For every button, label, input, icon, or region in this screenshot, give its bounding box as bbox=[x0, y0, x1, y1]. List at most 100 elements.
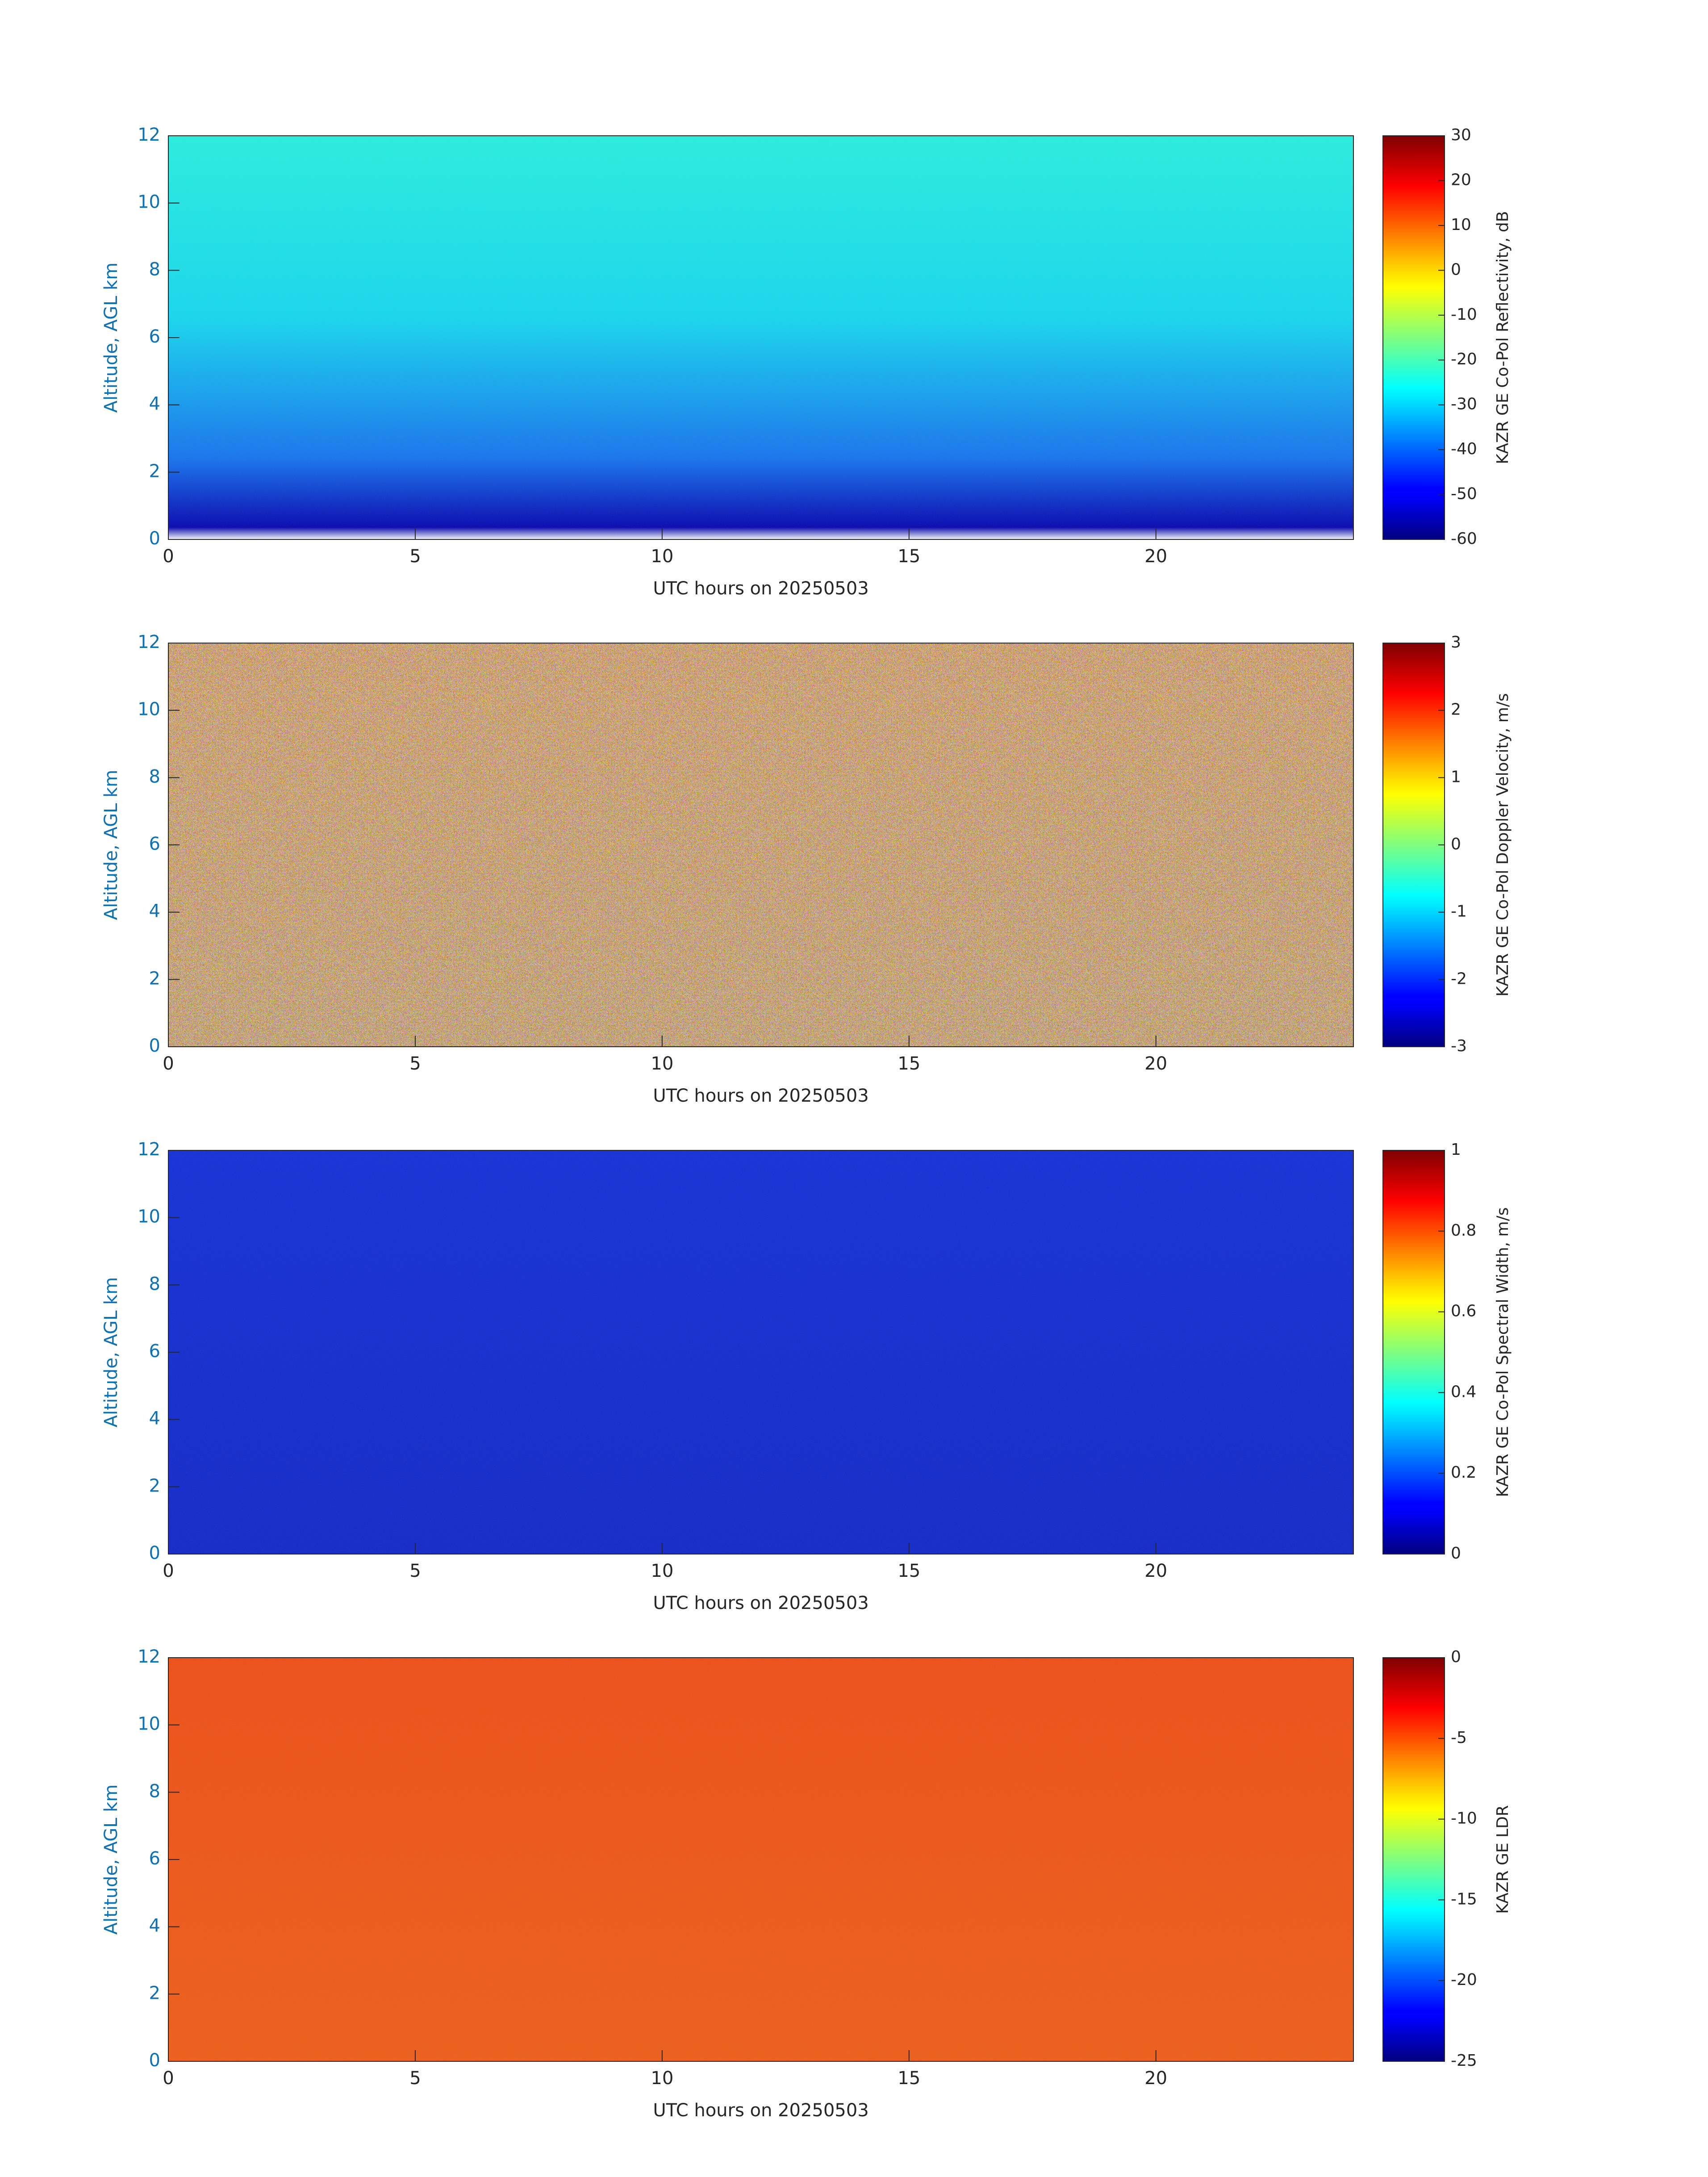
x-tick-label: 10 bbox=[651, 546, 673, 567]
colorbar-tick-label: 3 bbox=[1451, 633, 1461, 652]
y-axis-label: Altitude, AGL km bbox=[101, 770, 121, 920]
colorbar-tick-label: -20 bbox=[1451, 350, 1477, 368]
colorbar-tick-label: 0 bbox=[1451, 835, 1461, 853]
colorbar-label: KAZR GE Co-Pol Spectral Width, m/s bbox=[1494, 1207, 1512, 1497]
colorbar-tick-label: 0.2 bbox=[1451, 1463, 1476, 1482]
y-tick-label: 2 bbox=[149, 461, 160, 481]
colorbar-tick-label: 2 bbox=[1451, 701, 1461, 719]
x-tick-label: 5 bbox=[409, 546, 421, 567]
field-texture bbox=[168, 1658, 1353, 2061]
colorbar-tick-label: -20 bbox=[1451, 1971, 1477, 1989]
y-tick-label: 10 bbox=[138, 1207, 160, 1227]
x-tick-label: 20 bbox=[1144, 1053, 1167, 1074]
y-tick-label: 8 bbox=[149, 1274, 160, 1294]
y-tick-label: 2 bbox=[149, 1475, 160, 1496]
colorbar-tick-label: 0 bbox=[1451, 1648, 1461, 1666]
x-tick-label: 10 bbox=[651, 1561, 673, 1581]
colorbar-tick-label: 1 bbox=[1451, 768, 1461, 786]
colorbar-tick-label: 0 bbox=[1451, 260, 1461, 279]
x-tick-label: 15 bbox=[898, 1053, 920, 1074]
colorbar-tick-label: -30 bbox=[1451, 395, 1477, 414]
x-tick-label: 20 bbox=[1144, 546, 1167, 567]
x-tick-label: 15 bbox=[898, 1561, 920, 1581]
y-tick-label: 6 bbox=[149, 1341, 160, 1362]
y-tick-label: 0 bbox=[149, 528, 160, 549]
x-axis-label: UTC hours on 20250503 bbox=[653, 1086, 869, 1106]
y-tick-label: 8 bbox=[149, 259, 160, 280]
y-tick-label: 2 bbox=[149, 968, 160, 989]
colorbar-tick-label: 30 bbox=[1451, 126, 1471, 144]
x-axis-label: UTC hours on 20250503 bbox=[653, 1593, 869, 1613]
x-tick-label: 0 bbox=[163, 1053, 174, 1074]
colorbar-tick-label: 0.4 bbox=[1451, 1383, 1476, 1401]
colorbar-tick-label: -60 bbox=[1451, 530, 1477, 548]
colorbar-tick-label: 0.6 bbox=[1451, 1302, 1476, 1320]
y-tick-label: 4 bbox=[149, 1408, 160, 1429]
x-tick-label: 0 bbox=[163, 2068, 174, 2089]
y-tick-label: 8 bbox=[149, 766, 160, 787]
colorbar-tick-label: 20 bbox=[1451, 171, 1471, 189]
x-tick-label: 10 bbox=[651, 1053, 673, 1074]
y-axis-label: Altitude, AGL km bbox=[101, 263, 121, 413]
colorbar-tick-label: 0.8 bbox=[1451, 1221, 1476, 1240]
y-tick-label: 10 bbox=[138, 192, 160, 213]
colorbar-tick-label: 0 bbox=[1451, 1544, 1461, 1563]
colorbar-label: KAZR GE Co-Pol Reflectivity, dB bbox=[1494, 211, 1512, 464]
y-tick-label: 10 bbox=[138, 1714, 160, 1734]
y-tick-label: 12 bbox=[138, 1139, 160, 1160]
field-texture bbox=[168, 643, 1353, 1047]
y-tick-label: 0 bbox=[149, 1036, 160, 1056]
x-tick-label: 15 bbox=[898, 546, 920, 567]
y-axis-label: Altitude, AGL km bbox=[101, 1784, 121, 1935]
y-tick-label: 12 bbox=[138, 632, 160, 652]
colorbar-label: KAZR GE Co-Pol Doppler Velocity, m/s bbox=[1494, 693, 1512, 996]
x-tick-label: 20 bbox=[1144, 2068, 1167, 2089]
x-tick-label: 0 bbox=[163, 1561, 174, 1581]
y-tick-label: 8 bbox=[149, 1781, 160, 1801]
colorbar-tick-label: -40 bbox=[1451, 440, 1477, 458]
colorbar-tick-label: -10 bbox=[1451, 305, 1477, 324]
colorbar-tick-label: -50 bbox=[1451, 485, 1477, 503]
colorbar-label: KAZR GE LDR bbox=[1494, 1805, 1512, 1914]
y-tick-label: 10 bbox=[138, 699, 160, 720]
y-tick-label: 4 bbox=[149, 901, 160, 922]
colorbar-tick-label: 10 bbox=[1451, 216, 1471, 234]
x-tick-label: 5 bbox=[409, 1053, 421, 1074]
colorbar bbox=[1382, 135, 1445, 540]
x-axis-label: UTC hours on 20250503 bbox=[653, 2100, 869, 2121]
colorbar-tick-label: -3 bbox=[1451, 1037, 1467, 1055]
y-tick-label: 4 bbox=[149, 1916, 160, 1936]
y-tick-label: 4 bbox=[149, 394, 160, 414]
field-texture bbox=[168, 136, 1353, 539]
x-tick-label: 15 bbox=[898, 2068, 920, 2089]
colorbar-tick-label: -5 bbox=[1451, 1729, 1467, 1747]
x-tick-label: 5 bbox=[409, 2068, 421, 2089]
colorbar bbox=[1382, 643, 1445, 1047]
y-tick-label: 2 bbox=[149, 1983, 160, 2003]
x-tick-label: 10 bbox=[651, 2068, 673, 2089]
y-tick-label: 0 bbox=[149, 1543, 160, 1563]
panel: 0 5 10 15 20 0 2 4 6 8 10 12 UTC hours on 20250503 Al… bbox=[101, 1646, 1512, 2121]
colorbar-tick-label: 1 bbox=[1451, 1141, 1461, 1159]
y-tick-label: 6 bbox=[149, 834, 160, 854]
x-tick-label: 20 bbox=[1144, 1561, 1167, 1581]
field-texture bbox=[168, 1150, 1353, 1554]
colorbar bbox=[1382, 1150, 1445, 1554]
y-axis-label: Altitude, AGL km bbox=[101, 1277, 121, 1428]
y-tick-label: 6 bbox=[149, 326, 160, 347]
colorbar-tick-label: -1 bbox=[1451, 903, 1467, 921]
colorbar-tick-label: -2 bbox=[1451, 969, 1467, 988]
colorbar-tick-label: -25 bbox=[1451, 2052, 1477, 2070]
y-tick-label: 12 bbox=[138, 125, 160, 145]
colorbar bbox=[1382, 1657, 1445, 2062]
y-tick-label: 12 bbox=[138, 1646, 160, 1667]
x-tick-label: 5 bbox=[409, 1561, 421, 1581]
colorbar-tick-label: -15 bbox=[1451, 1890, 1477, 1908]
y-tick-label: 0 bbox=[149, 2050, 160, 2071]
y-tick-label: 6 bbox=[149, 1848, 160, 1869]
